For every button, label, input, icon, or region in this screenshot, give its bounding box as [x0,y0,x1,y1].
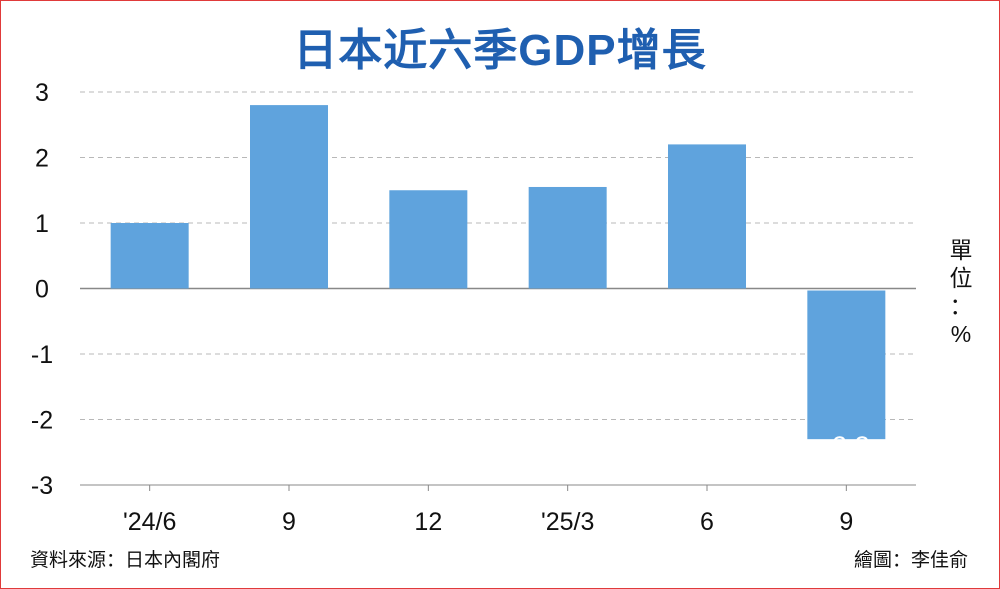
y-tick-label: -3 [31,472,53,500]
chart-title: 日本近六季GDP增長 [293,26,707,75]
x-tick-label: '24/6 [123,508,176,536]
bar [250,105,328,289]
source-note: 資料來源：日本內閣府 [30,550,221,571]
y-tick-label: 3 [35,79,49,107]
x-tick-label: 6 [700,508,714,536]
bar [528,186,607,289]
x-tick-label: 9 [282,508,296,536]
x-tick-label: '25/3 [541,508,594,536]
y-tick-label: 2 [35,145,49,173]
y-tick-label: 0 [35,276,49,304]
bar [110,223,189,289]
bar [389,190,468,289]
bar [668,144,746,289]
y-tick-label: 1 [35,210,49,238]
y-tick-label: -2 [31,407,53,435]
y-tick-label: -1 [31,341,53,369]
data-label: -2.3 [823,431,870,461]
unit-label: 單位：% [949,237,973,347]
x-tick-label: 12 [414,508,442,536]
graphic-credit: 繪圖：李佳俞 [853,550,968,571]
x-tick-label: 9 [839,508,853,536]
bar [807,290,886,440]
